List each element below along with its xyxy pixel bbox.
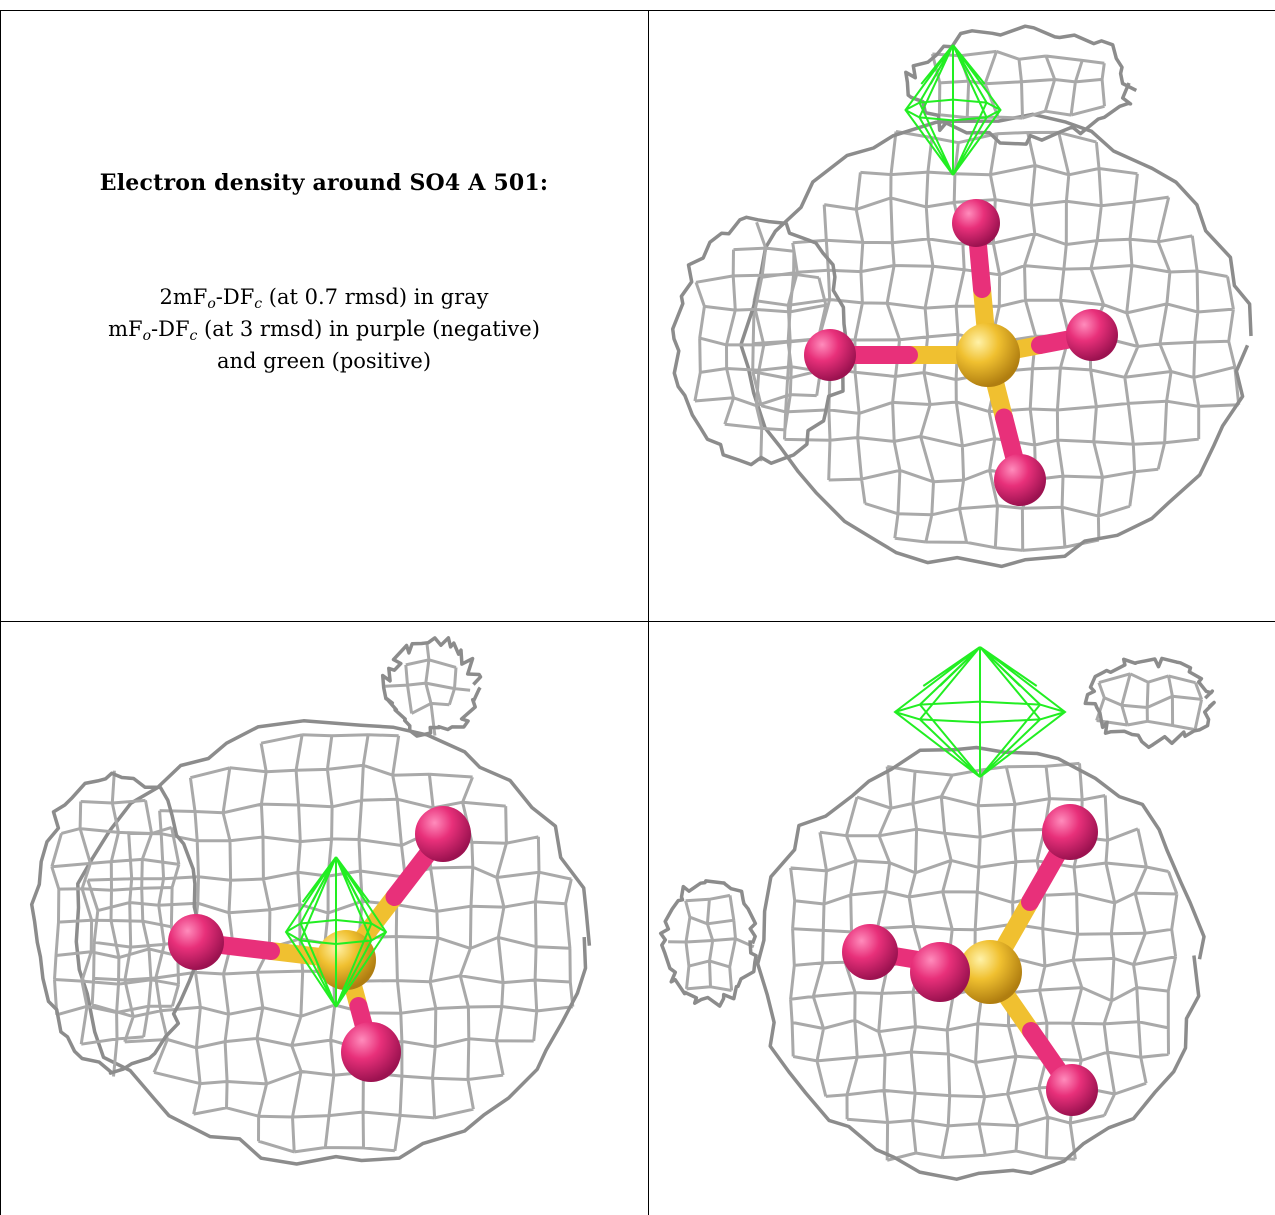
oxygen-atom [804, 329, 856, 381]
oxygen-atom [1066, 309, 1118, 361]
mesh-lines [385, 642, 471, 736]
mesh-lines [930, 49, 1106, 120]
mesh-rim [755, 745, 1206, 1181]
oxygen-atom [168, 914, 224, 970]
sulfur-atom [958, 940, 1022, 1004]
caption-line-fofc: mFo-DFc (at 3 rmsd) in purple (negative) [108, 317, 540, 344]
mesh-rim [1083, 656, 1216, 750]
caption-cell: Electron density around SO4 A 501: 2mFo-… [0, 10, 648, 622]
grid-line-top [0, 10, 1275, 11]
mesh-rim [658, 879, 758, 1008]
oxygen-atom [994, 454, 1046, 506]
mesh-lines [693, 221, 828, 462]
figure-grid: Electron density around SO4 A 501: 2mFo-… [0, 10, 1275, 1215]
mesh-rim [380, 636, 483, 738]
density-render [670, 24, 1253, 569]
gray-mesh [29, 636, 592, 1166]
oxygen-atom [1042, 804, 1098, 860]
so4-molecule [842, 804, 1098, 1116]
mesh-lines [1095, 672, 1204, 732]
mesh-lines [50, 770, 181, 1077]
oxygen-atom [341, 1022, 401, 1082]
green-mesh [284, 856, 388, 1008]
green-mesh [893, 646, 1067, 778]
mesh-rim [904, 24, 1138, 146]
sulfur-atom [316, 930, 376, 990]
density-view-bottom-right [650, 622, 1275, 1215]
density-render [29, 636, 592, 1166]
green-mesh-lines [284, 856, 388, 1008]
oxygen-atom [910, 942, 970, 1002]
mesh-rim [29, 771, 201, 1075]
oxygen-atom [1046, 1064, 1098, 1116]
mesh-rim [74, 719, 592, 1166]
caption-line-colors: and green (positive) [216, 349, 432, 373]
mesh-rim [670, 215, 849, 467]
density-view-top-right [650, 10, 1275, 620]
grid-line-center [648, 10, 649, 1215]
so4-molecule [804, 199, 1118, 506]
green-mesh-lines [904, 44, 1002, 176]
sulfur-atom [956, 323, 1020, 387]
gray-mesh [670, 24, 1253, 569]
mesh-lines [668, 893, 755, 992]
density-render [658, 646, 1216, 1181]
oxygen-atom [415, 806, 471, 862]
caption-line-2fofc: 2mFo-DFc (at 0.7 rmsd) in gray [159, 285, 489, 312]
density-view-bottom-left [1, 622, 648, 1215]
green-mesh-lines [893, 646, 1067, 778]
oxygen-atom [952, 199, 1000, 247]
green-mesh [904, 44, 1002, 176]
gray-mesh [658, 656, 1216, 1181]
caption-title: Electron density around SO4 A 501: [99, 170, 549, 196]
grid-line-middle [0, 621, 1275, 622]
grid-line-left [0, 10, 1, 1215]
oxygen-atom [842, 924, 898, 980]
